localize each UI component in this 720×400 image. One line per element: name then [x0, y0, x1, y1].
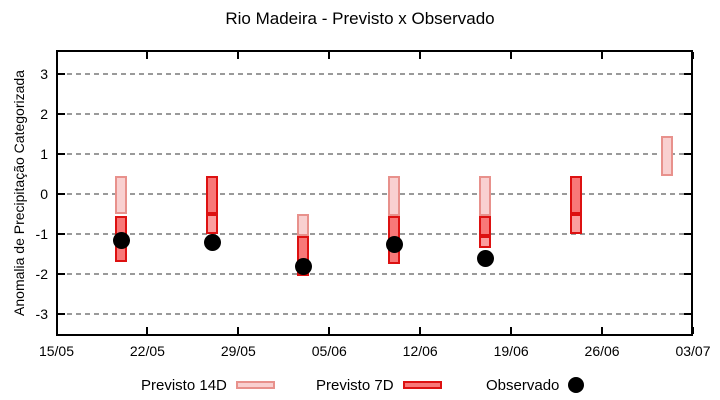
x-tick-label: 15/05: [38, 343, 75, 359]
y-tick-label: 0: [40, 186, 48, 202]
y-tick-label: 3: [40, 66, 48, 82]
forecast-box-segment: [388, 176, 401, 216]
observed-dot: [294, 257, 312, 275]
legend-item-previsto-14d: Previsto 14D: [141, 376, 275, 394]
x-tick-mark-top: [237, 52, 240, 59]
legend-label-previsto-7d: Previsto 7D: [316, 376, 394, 394]
x-tick-mark: [146, 327, 149, 334]
x-tick-mark: [601, 327, 604, 334]
x-tick-mark-top: [601, 52, 604, 59]
observed-dot: [203, 233, 221, 251]
forecast-box-segment: [206, 214, 219, 234]
grid-line: [58, 273, 691, 275]
x-tick-mark-top: [146, 52, 149, 59]
y-tick-label: -1: [35, 226, 48, 242]
x-tick-mark-top: [328, 52, 331, 59]
x-tick-label: 03/07: [675, 343, 711, 359]
x-tick-mark-top: [692, 52, 694, 59]
forecast-box-segment: [115, 176, 128, 214]
x-tick-mark: [419, 327, 422, 334]
y-tick-mark-right: [684, 273, 691, 275]
forecast-box-segment: [206, 176, 219, 214]
x-tick-mark: [328, 327, 331, 334]
forecast-box-segment: [570, 214, 583, 234]
x-tick-mark: [692, 327, 694, 334]
y-tick-mark: [58, 73, 65, 75]
y-tick-mark-right: [684, 73, 691, 75]
x-tick-mark: [55, 327, 58, 334]
x-tick-mark-top: [510, 52, 513, 59]
forecast-box-segment: [661, 136, 674, 176]
y-tick-mark: [58, 153, 65, 155]
x-tick-mark: [510, 327, 513, 334]
y-tick-label: -3: [35, 306, 48, 322]
grid-line: [58, 193, 691, 195]
forecast-box-segment: [570, 176, 583, 214]
x-tick-mark: [237, 327, 240, 334]
y-tick-mark-right: [684, 233, 691, 235]
plot-border: [56, 50, 693, 336]
y-tick-mark-right: [684, 113, 691, 115]
x-tick-mark-top: [419, 52, 422, 59]
x-tick-mark-top: [55, 52, 58, 59]
previsto-7d-swatch-icon: [402, 381, 442, 389]
x-tick-label: 22/05: [129, 343, 165, 359]
observado-dot-icon: [568, 377, 585, 393]
y-tick-mark-right: [684, 153, 691, 155]
forecast-box-segment: [297, 214, 310, 236]
y-tick-label: -2: [35, 266, 48, 282]
y-tick-mark: [58, 233, 65, 235]
y-tick-mark: [58, 113, 65, 115]
grid-line: [58, 153, 691, 155]
chart-title: Rio Madeira - Previsto x Observado: [225, 9, 495, 28]
grid-line: [58, 313, 691, 315]
forecast-box-segment: [479, 216, 492, 236]
x-tick-label: 29/05: [220, 343, 256, 359]
forecast-box-segment: [479, 176, 492, 216]
y-tick-mark-right: [684, 193, 691, 195]
y-tick-label: 1: [40, 146, 48, 162]
legend-label-observado: Observado: [486, 376, 560, 394]
x-tick-label: 12/06: [402, 343, 438, 359]
observed-dot: [385, 235, 403, 253]
previsto-14d-swatch-icon: [235, 381, 275, 389]
x-tick-label: 19/06: [493, 343, 529, 359]
x-tick-label: 05/06: [311, 343, 347, 359]
grid-line: [58, 113, 691, 115]
grid-line: [58, 73, 691, 75]
legend-item-previsto-7d: Previsto 7D: [316, 376, 442, 394]
observed-dot: [476, 249, 494, 267]
grid-line: [58, 233, 691, 235]
forecast-box-segment: [479, 236, 492, 248]
y-tick-mark: [58, 193, 65, 195]
y-tick-mark-right: [684, 313, 691, 315]
observed-dot: [112, 231, 130, 249]
y-tick-mark: [58, 313, 65, 315]
legend-item-observado: Observado: [486, 376, 585, 394]
x-tick-label: 26/06: [584, 343, 620, 359]
y-tick-mark: [58, 273, 65, 275]
legend-label-previsto-14d: Previsto 14D: [141, 376, 227, 394]
y-tick-label: 2: [40, 106, 48, 122]
